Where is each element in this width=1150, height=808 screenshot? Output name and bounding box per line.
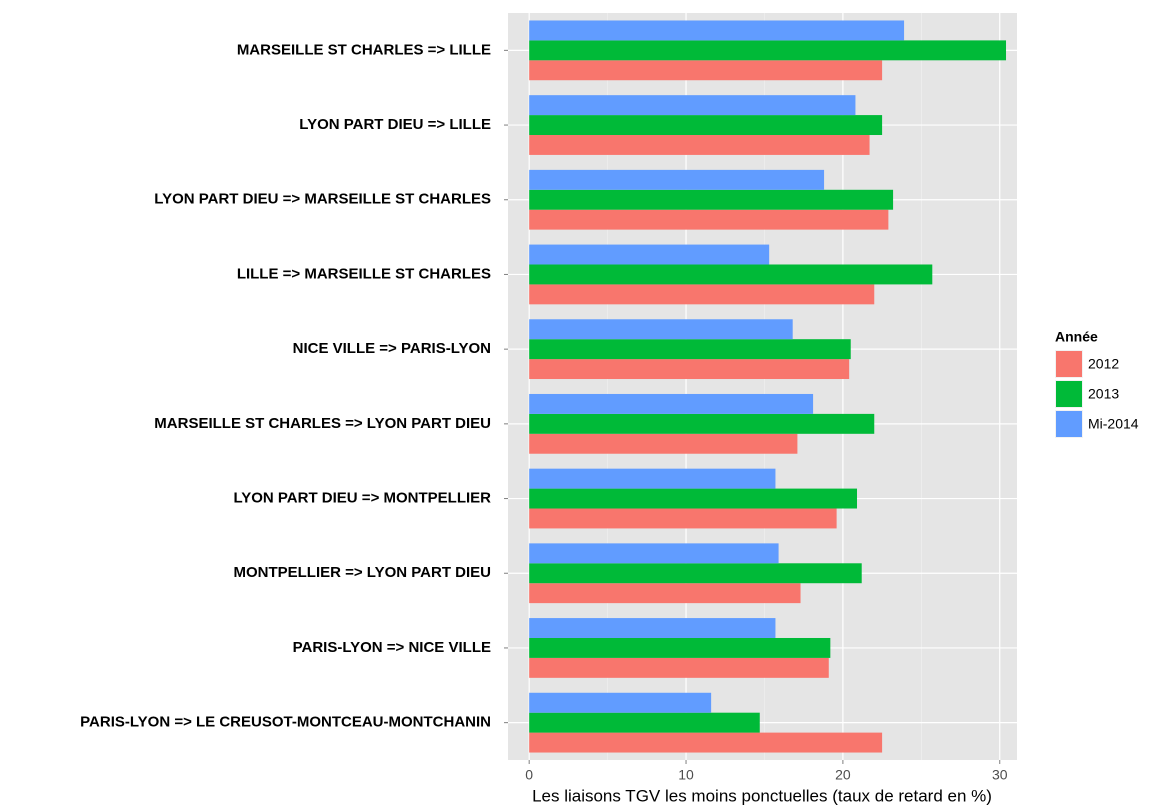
- y-tick-label: LYON PART DIEU => MONTPELLIER: [233, 490, 491, 507]
- y-tick-label: PARIS-LYON => NICE VILLE: [293, 639, 491, 656]
- y-tick-label: MARSEILLE ST CHARLES => LYON PART DIEU: [154, 415, 491, 432]
- x-tick-label: 30: [992, 767, 1008, 783]
- bar: [529, 508, 837, 529]
- bar: [529, 339, 851, 360]
- legend-label: 2013: [1088, 386, 1119, 402]
- bar: [529, 433, 798, 454]
- bar: [529, 264, 933, 285]
- legend-label: Mi-2014: [1088, 416, 1139, 432]
- y-tick-label: MONTPELLIER => LYON PART DIEU: [233, 564, 491, 581]
- bar: [529, 657, 829, 678]
- legend-label: 2012: [1088, 356, 1119, 372]
- bar: [529, 359, 850, 380]
- legend-swatch: [1056, 351, 1082, 377]
- bar: [529, 209, 889, 230]
- bar: [529, 488, 858, 509]
- y-tick-label: LYON PART DIEU => MARSEILLE ST CHARLES: [154, 191, 491, 208]
- bar: [529, 543, 779, 564]
- bar: [529, 637, 831, 658]
- y-tick-label: LILLE => MARSEILLE ST CHARLES: [237, 265, 491, 282]
- bar: [529, 40, 1007, 61]
- bar: [529, 583, 801, 604]
- bar: [529, 115, 883, 136]
- y-tick-label: PARIS-LYON => LE CREUSOT-MONTCEAU-MONTCH…: [80, 714, 491, 731]
- bar: [529, 413, 875, 434]
- bar: [529, 60, 883, 81]
- x-tick-label: 10: [678, 767, 694, 783]
- x-axis-title: Les liaisons TGV les moins ponctuelles (…: [532, 786, 992, 805]
- bar: [529, 393, 814, 414]
- bar: [529, 618, 776, 638]
- legend-title: Année: [1055, 329, 1098, 345]
- x-tick-label: 0: [525, 767, 533, 783]
- bar: [529, 732, 883, 753]
- legend-swatch: [1056, 381, 1082, 407]
- x-tick-label: 20: [835, 767, 851, 783]
- bar: [529, 563, 862, 584]
- legend-swatch: [1056, 411, 1082, 437]
- bar: [529, 95, 856, 116]
- y-tick-label: LYON PART DIEU => LILLE: [299, 116, 491, 133]
- bar: [529, 135, 870, 155]
- bar: [529, 712, 760, 733]
- bar: [529, 20, 905, 41]
- bar: [529, 468, 776, 489]
- bar: [529, 284, 875, 305]
- bar: [529, 244, 770, 265]
- bar: [529, 692, 712, 713]
- bar: [529, 169, 825, 190]
- bar: [529, 319, 793, 340]
- y-tick-label: NICE VILLE => PARIS-LYON: [293, 340, 491, 357]
- y-tick-label: MARSEILLE ST CHARLES => LILLE: [237, 41, 491, 58]
- bar: [529, 189, 894, 210]
